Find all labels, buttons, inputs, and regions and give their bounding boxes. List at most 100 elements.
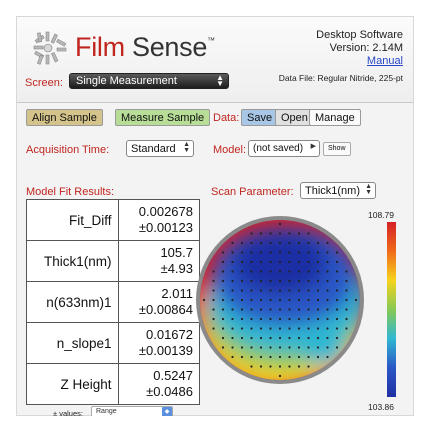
measurement-point bbox=[316, 327, 320, 330]
measurement-point bbox=[335, 336, 339, 340]
measurement-point bbox=[231, 355, 234, 359]
measurement-point bbox=[250, 270, 253, 273]
measurement-point bbox=[250, 251, 253, 254]
measurement-point bbox=[297, 298, 301, 302]
acquisition-time-select[interactable]: Standard ▲ ▼ bbox=[126, 140, 194, 157]
measurement-point bbox=[269, 260, 272, 264]
measurement-point bbox=[231, 241, 234, 245]
measurement-point bbox=[335, 298, 339, 302]
param-value: 0.5247 ±0.0486 bbox=[117, 363, 201, 405]
measurement-point bbox=[278, 298, 282, 302]
measurement-point bbox=[297, 355, 301, 359]
measurement-point bbox=[278, 270, 282, 273]
thickness-map[interactable] bbox=[195, 215, 365, 385]
measurement-point bbox=[278, 365, 282, 368]
open-button[interactable]: Open bbox=[275, 109, 314, 126]
measurement-point bbox=[269, 346, 272, 349]
measurement-point bbox=[269, 251, 272, 254]
measurement-point bbox=[307, 241, 310, 245]
measurement-point bbox=[259, 317, 263, 321]
param-name: Z Height bbox=[26, 363, 119, 405]
page-footer-space bbox=[0, 416, 430, 432]
measurement-point bbox=[250, 260, 253, 264]
measurement-point bbox=[335, 260, 339, 264]
pm-values-select[interactable]: Range ◆ bbox=[91, 406, 173, 418]
measurement-point bbox=[250, 365, 253, 368]
measurement-point bbox=[269, 289, 272, 292]
table-row: Thick1(nm) 105.7 ±4.93 bbox=[26, 240, 201, 282]
measurement-point bbox=[288, 279, 291, 283]
measurement-point bbox=[278, 289, 282, 292]
measurement-point bbox=[269, 336, 272, 340]
measure-sample-button[interactable]: Measure Sample bbox=[115, 109, 211, 126]
model-label: Model: bbox=[213, 144, 247, 156]
measurement-point bbox=[297, 327, 301, 330]
measurement-point bbox=[212, 327, 215, 330]
measurement-point bbox=[259, 327, 263, 330]
measurement-point bbox=[269, 298, 272, 302]
measurement-point bbox=[212, 317, 215, 321]
measurement-point bbox=[240, 355, 244, 359]
measurement-point bbox=[221, 251, 225, 254]
measurement-point bbox=[316, 336, 320, 340]
measurement-point bbox=[297, 241, 301, 245]
measurement-point bbox=[316, 346, 320, 349]
measurement-point bbox=[221, 346, 225, 349]
screen-select[interactable]: Single Measurement ▲ ▼ bbox=[69, 73, 229, 89]
measurement-point bbox=[297, 279, 301, 283]
measurement-point bbox=[259, 270, 263, 273]
measurement-point bbox=[335, 279, 339, 283]
measurement-point bbox=[288, 289, 291, 292]
measurement-point bbox=[278, 327, 282, 330]
measurement-point bbox=[326, 308, 329, 311]
model-select[interactable]: (not saved) ▶ bbox=[248, 140, 320, 157]
measurement-point bbox=[345, 327, 348, 330]
updown-arrows-icon: ◆ bbox=[162, 407, 172, 417]
measurement-point bbox=[269, 232, 272, 235]
measurement-point bbox=[259, 298, 263, 302]
measurement-point bbox=[307, 289, 310, 292]
measurement-point bbox=[288, 241, 291, 245]
measurement-point bbox=[316, 251, 320, 254]
measurement-point bbox=[288, 298, 291, 302]
measurement-point bbox=[297, 270, 301, 273]
measurement-point bbox=[288, 260, 291, 264]
measurement-point bbox=[259, 241, 263, 245]
measurement-point bbox=[240, 260, 244, 264]
software-version: Version: 2.14M bbox=[329, 42, 403, 54]
measurement-point bbox=[326, 260, 329, 264]
measurement-point bbox=[335, 346, 339, 349]
measurement-point bbox=[345, 270, 348, 273]
measurement-point bbox=[240, 327, 244, 330]
measurement-point bbox=[335, 251, 339, 254]
measurement-point bbox=[288, 317, 291, 321]
align-sample-button[interactable]: Align Sample bbox=[26, 109, 103, 126]
measurement-point bbox=[221, 317, 225, 321]
measurement-point bbox=[240, 298, 244, 302]
measurement-point bbox=[240, 346, 244, 349]
measurement-point bbox=[316, 298, 320, 302]
screen-label: Screen: bbox=[25, 77, 63, 89]
measurement-point bbox=[250, 308, 253, 311]
model-show-button[interactable]: Show bbox=[323, 142, 351, 156]
measurement-point bbox=[278, 279, 282, 283]
table-row: n_slope1 0.01672 ±0.00139 bbox=[26, 322, 201, 364]
table-row: Z Height 0.5247 ±0.0486 bbox=[26, 363, 201, 405]
measurement-point bbox=[316, 279, 320, 283]
measurement-point bbox=[221, 308, 225, 311]
manage-button[interactable]: Manage bbox=[309, 109, 361, 126]
measurement-point bbox=[250, 289, 253, 292]
measurement-point bbox=[240, 251, 244, 254]
measurement-point bbox=[278, 232, 282, 235]
measurement-point bbox=[307, 298, 310, 302]
save-button[interactable]: Save bbox=[241, 109, 279, 126]
measurement-point bbox=[288, 270, 291, 273]
measurement-point bbox=[269, 365, 272, 368]
measurement-point bbox=[231, 327, 234, 330]
measurement-point bbox=[231, 336, 234, 340]
scan-parameter-select[interactable]: Thick1(nm) ▲ ▼ bbox=[300, 182, 376, 199]
param-name: n_slope1 bbox=[26, 322, 119, 364]
acquisition-time-label: Acquisition Time: bbox=[26, 144, 110, 156]
manual-link[interactable]: Manual bbox=[366, 55, 403, 67]
updown-arrows-icon: ▲ ▼ bbox=[183, 141, 190, 154]
